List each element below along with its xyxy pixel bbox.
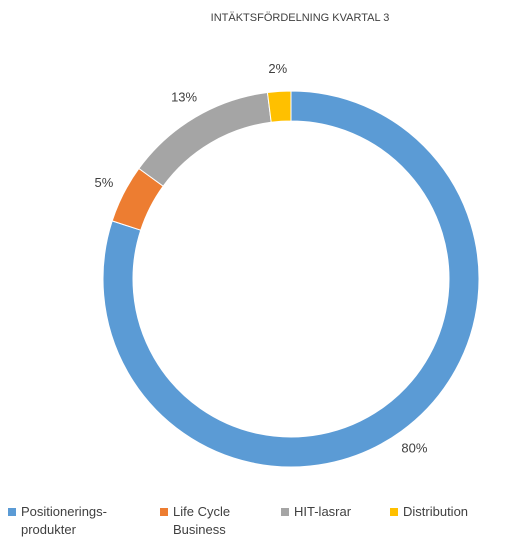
legend-swatch bbox=[160, 508, 168, 516]
data-label: 13% bbox=[171, 90, 197, 105]
data-label: 2% bbox=[268, 61, 287, 76]
legend-swatch bbox=[281, 508, 289, 516]
donut-slice bbox=[266, 90, 292, 123]
legend-swatch bbox=[390, 508, 398, 516]
data-label: 80% bbox=[401, 440, 427, 455]
chart-title: INTÄKTSFÖRDELNING KVARTAL 3 bbox=[211, 12, 390, 24]
donut-slice bbox=[102, 90, 480, 468]
legend-label: Positionerings- produkter bbox=[21, 504, 107, 537]
data-label: 5% bbox=[94, 175, 113, 190]
legend-label: Life Cycle Business bbox=[173, 504, 231, 537]
legend-label: Distribution bbox=[403, 504, 469, 519]
chart: INTÄKTSFÖRDELNING KVARTAL 3 80% 5% 13% 2% bbox=[94, 12, 480, 468]
legend-label: HIT-lasrar bbox=[294, 504, 352, 519]
donut-slice bbox=[138, 91, 272, 187]
legend-swatch bbox=[8, 508, 16, 516]
